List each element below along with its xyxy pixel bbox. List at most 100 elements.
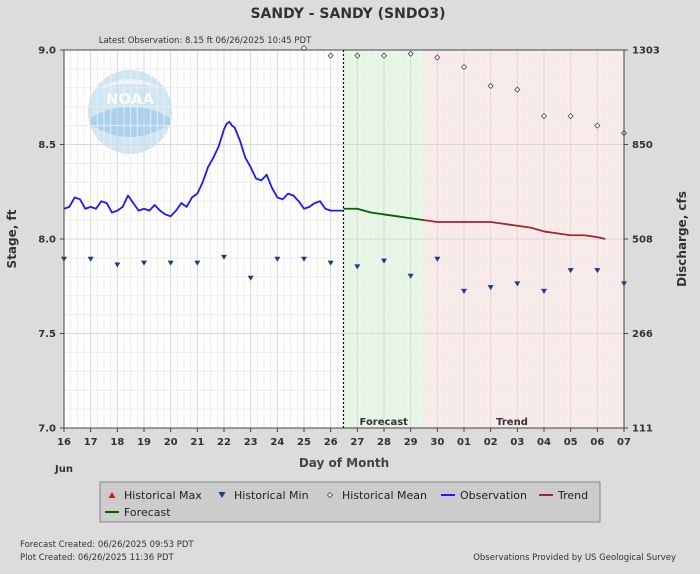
historical-min-point <box>407 273 414 279</box>
historical-min-point <box>594 268 601 274</box>
historical-min-point <box>114 262 121 268</box>
historical-mean-point <box>594 122 601 129</box>
legend-label-historical-mean: Historical Mean <box>342 489 427 502</box>
x-tick-label: 25 <box>297 437 311 448</box>
noaa-logo-gull <box>100 79 160 88</box>
historical-min-point <box>221 254 227 260</box>
historical-mean-point <box>354 52 361 59</box>
forecast-created: Forecast Created: 06/26/2025 09:53 PDT <box>20 540 194 550</box>
x-tick-label: 03 <box>510 437 524 448</box>
historical-mean-point <box>540 113 548 120</box>
historical-mean-point <box>327 52 334 59</box>
x-tick-label: 06 <box>590 437 604 448</box>
historical-mean-point <box>380 52 388 59</box>
y-left-tick-label: 7.5 <box>38 329 56 340</box>
historical-min-point <box>354 264 361 270</box>
y-right-tick-label: 508 <box>632 235 653 246</box>
historical-min-point <box>247 275 254 281</box>
legend-label-observation: Observation <box>460 489 527 502</box>
legend-item-observation: Observation <box>441 489 527 502</box>
legend-label-trend: Trend <box>557 489 588 502</box>
observation-line <box>64 120 344 218</box>
x-tick-label: 17 <box>84 437 98 448</box>
legend-label-historical-max: Historical Max <box>124 489 202 502</box>
plot-created: Plot Created: 06/26/2025 11:36 PDT <box>20 553 174 563</box>
x-tick-label: 27 <box>350 437 364 448</box>
legend-marker-historical-min <box>218 492 226 498</box>
y-left-tick-label: 7.0 <box>38 424 56 435</box>
x-tick-label: 28 <box>377 437 391 448</box>
historical-min-point <box>514 281 521 287</box>
legend: Historical Max Historical Min Historical M… <box>99 481 601 523</box>
x-tick-label: 20 <box>164 437 178 448</box>
y-right-tick-label: 111 <box>632 424 653 435</box>
x-tick-label: 01 <box>457 437 471 448</box>
y-right-tick-label: 266 <box>632 329 653 340</box>
historical-mean-point <box>300 45 308 52</box>
y-axis-left-label: Stage, ft <box>5 209 19 268</box>
x-tick-label: 24 <box>270 437 284 448</box>
historical-min-point <box>301 256 307 262</box>
historical-min-point <box>141 260 147 266</box>
historical-mean-point <box>514 86 521 93</box>
legend-item-historical-min: Historical Min <box>218 489 309 502</box>
historical-min-point <box>567 268 574 274</box>
forecast-line <box>343 207 425 221</box>
x-tick-label: 29 <box>404 437 418 448</box>
legend-item-forecast: Forecast <box>105 506 171 519</box>
historical-min-point <box>434 256 441 262</box>
plot-area: NOAA Forecast Trend <box>61 45 628 429</box>
x-tick-label: 30 <box>430 437 444 448</box>
historical-min-point <box>274 256 281 262</box>
forecast-region-label: Forecast <box>360 417 409 428</box>
historical-mean-point <box>434 54 441 61</box>
legend-item-historical-mean: Historical Mean <box>326 489 427 502</box>
x-tick-label: 07 <box>617 437 631 448</box>
x-axis-label: Day of Month <box>299 456 389 470</box>
legend-marker-historical-mean <box>326 491 334 499</box>
data-provider: Observations Provided by US Geological S… <box>473 553 676 563</box>
noaa-logo: NOAA <box>88 70 172 154</box>
legend-label-historical-min: Historical Min <box>234 489 309 502</box>
y-left-tick-label: 9.0 <box>38 46 56 57</box>
historical-min-point <box>461 288 467 294</box>
x-tick-label: 23 <box>244 437 258 448</box>
legend-item-trend: Trend <box>539 489 588 502</box>
y-left-tick-label: 8.0 <box>38 235 56 246</box>
trend-line <box>423 219 606 240</box>
historical-min-point <box>381 258 387 264</box>
chart-title: SANDY - SANDY (SNDO3) <box>250 6 445 22</box>
y-right-tick-label: 850 <box>632 140 653 151</box>
latest-observation: Latest Observation: 8.15 ft 06/26/2025 1… <box>99 36 312 46</box>
trend-region-label: Trend <box>496 417 528 428</box>
legend-box <box>99 481 601 523</box>
historical-min-point <box>167 260 174 266</box>
x-tick-label: 04 <box>537 437 551 448</box>
legend-item-historical-max: Historical Max <box>108 489 202 502</box>
x-tick-label: 22 <box>217 437 231 448</box>
historical-min-point <box>327 260 334 266</box>
historical-min-point <box>87 256 94 262</box>
legend-marker-historical-max <box>108 492 116 498</box>
y-right-tick-label: 1303 <box>632 46 660 57</box>
noaa-logo-wave <box>90 106 170 137</box>
historical-mean-point <box>567 113 574 120</box>
x-tick-label: 19 <box>137 437 151 448</box>
historical-min-point <box>487 285 494 291</box>
x-tick-label: 05 <box>564 437 578 448</box>
x-tick-label: 16 <box>57 437 71 448</box>
historical-min-point <box>194 260 201 266</box>
month-label: Jun <box>54 464 73 475</box>
y-axis-right-label: Discharge, cfs <box>675 191 689 287</box>
y-left-tick-label: 8.5 <box>38 140 56 151</box>
legend-label-forecast: Forecast <box>124 506 171 519</box>
x-tick-label: 02 <box>484 437 498 448</box>
x-tick-label: 21 <box>190 437 204 448</box>
historical-min-point <box>541 288 547 294</box>
historical-mean-point <box>487 82 494 89</box>
historical-mean-point <box>407 50 414 57</box>
x-tick-label: 26 <box>324 437 338 448</box>
historical-mean-point <box>460 63 468 71</box>
